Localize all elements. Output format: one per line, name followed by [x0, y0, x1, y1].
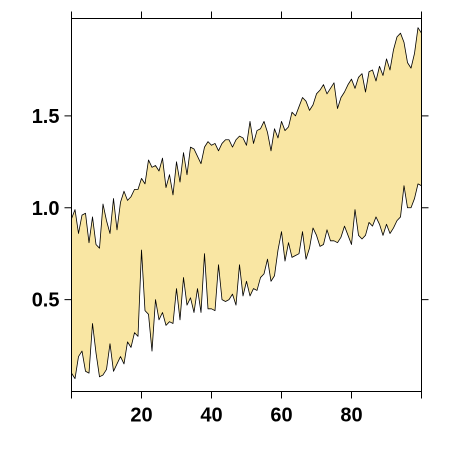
y-tick-label: 0.5 — [32, 290, 60, 312]
y-tick-label: 1.5 — [32, 106, 60, 128]
x-tick-label: 20 — [130, 405, 152, 427]
x-tick-label: 80 — [340, 405, 362, 427]
x-tick-label: 60 — [270, 405, 292, 427]
upper-bound-line — [71, 27, 422, 249]
x-tick-label: 40 — [200, 405, 222, 427]
axes-frame — [71, 18, 422, 392]
filled-band — [71, 27, 422, 379]
plot-area — [71, 27, 422, 380]
y-tick-label: 1.0 — [32, 198, 60, 220]
lower-bound-line — [71, 183, 422, 380]
tick-labels: 20 40 60 80 0.5 1.0 1.5 — [32, 106, 363, 427]
axis-ticks — [64, 11, 429, 399]
